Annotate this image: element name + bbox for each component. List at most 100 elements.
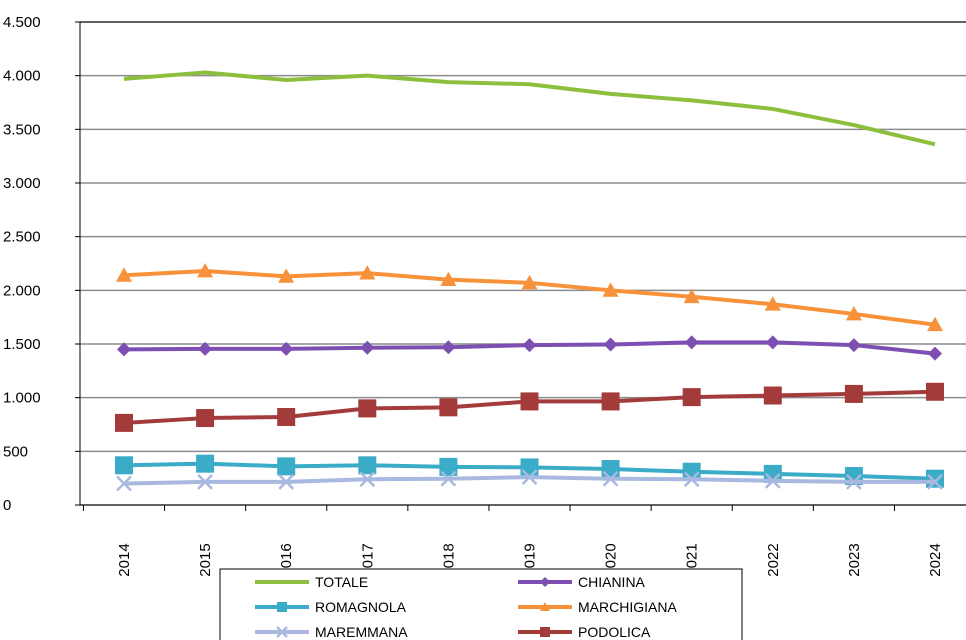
series-podolica [115,382,944,432]
y-tick-label: 500 [3,443,28,460]
data-point [845,305,862,321]
data-point [846,474,862,490]
data-point [682,388,701,407]
data-point [116,267,132,282]
plot-area [79,21,966,506]
data-point [603,337,618,352]
data-point [359,265,376,280]
y-tick-label: 3.000 [3,175,41,192]
legend-item-podolica: PODOLICA [518,624,651,640]
legend-marker [540,627,550,637]
data-point [927,316,943,332]
data-point [765,335,780,350]
legend-item-chianina: CHIANINA [518,574,646,590]
series-line [123,70,936,147]
data-point [683,288,700,304]
legend-marker [540,577,550,587]
x-tick-label: 2018 [440,543,457,576]
x-tick-label: 2017 [359,543,376,576]
x-tick-label: 2015 [197,543,214,576]
data-point [684,335,699,350]
data-point [277,457,296,476]
legend-label: MAREMMANA [315,624,408,640]
data-point [115,413,133,432]
series-lines [115,70,944,492]
data-point [763,386,782,405]
data-point [683,471,700,488]
legend-item-totale: TOTALE [255,574,368,590]
series-chianina [117,335,942,361]
data-point [601,460,620,479]
data-point [278,474,295,490]
y-tick-label: 1.500 [3,336,41,353]
data-point [358,456,377,475]
data-point [196,454,215,473]
data-point [117,342,131,357]
y-tick-label: 2.500 [3,229,41,246]
data-point [116,475,132,492]
y-axis: 0 500 1.000 1.500 2.000 2.500 3.000 3.500 4.000 4… [3,14,80,514]
data-point [927,474,943,490]
series-totale [123,70,936,147]
x-tick-label: 2020 [603,543,620,576]
legend-label: MARCHIGIANA [578,599,677,615]
data-point [846,338,861,353]
data-point [360,340,375,355]
data-point [926,382,944,401]
legend: TOTALE CHIANINA ROMAGNOLA MARCHIGIANA MAREMM… [219,568,743,640]
series-maremmana [116,469,943,492]
legend-marker [277,602,287,612]
data-point [440,470,457,487]
data-point [441,340,456,355]
data-point [439,398,458,417]
x-tick-label: 2024 [927,543,944,576]
data-point [196,409,215,428]
data-point [521,469,538,485]
data-point [440,271,457,286]
data-point [763,464,782,483]
data-point [279,341,294,356]
data-point [520,458,539,477]
data-point [198,341,213,356]
data-point [197,474,213,490]
y-tick-label: 4.500 [3,14,41,31]
data-point [358,399,377,418]
legend-label: ROMAGNOLA [315,599,407,615]
data-point [439,457,458,476]
data-point [520,392,539,411]
legend-marker [276,626,288,638]
y-tick-label: 3.500 [3,121,41,138]
x-tick-label: 2021 [684,543,701,576]
data-point [602,470,619,487]
legend-item-marchigiana: MARCHIGIANA [518,599,677,615]
x-tick-label: 2014 [116,543,133,576]
y-tick-label: 2.000 [3,282,41,299]
legend-item-romagnola: ROMAGNOLA [255,599,407,615]
data-point [359,471,376,488]
data-point [277,407,296,426]
data-point [928,346,942,361]
data-point [522,338,537,353]
x-axis: 2014 2015 2016 2017 2018 2019 2020 2021 2022 2023… [82,505,944,577]
data-point [521,274,538,290]
x-tick-label: 2019 [522,543,539,576]
legend-marker [540,602,550,611]
x-tick-label: 2022 [765,543,782,576]
legend-label: TOTALE [315,574,368,590]
gridlines [80,21,966,506]
x-tick-label: 2023 [846,543,863,576]
data-point [844,384,863,403]
series-marchigiana [116,263,943,332]
data-point [764,472,781,489]
data-point [926,469,944,488]
legend-item-maremmana: MAREMMANA [255,624,408,640]
y-tick-label: 4.000 [3,68,41,85]
legend-label: PODOLICA [578,624,651,640]
legend-label: CHIANINA [578,574,646,590]
data-point [278,268,295,283]
y-tick-label: 1.000 [3,390,41,407]
data-point [197,263,214,278]
data-point [764,296,781,311]
data-point [115,456,133,475]
